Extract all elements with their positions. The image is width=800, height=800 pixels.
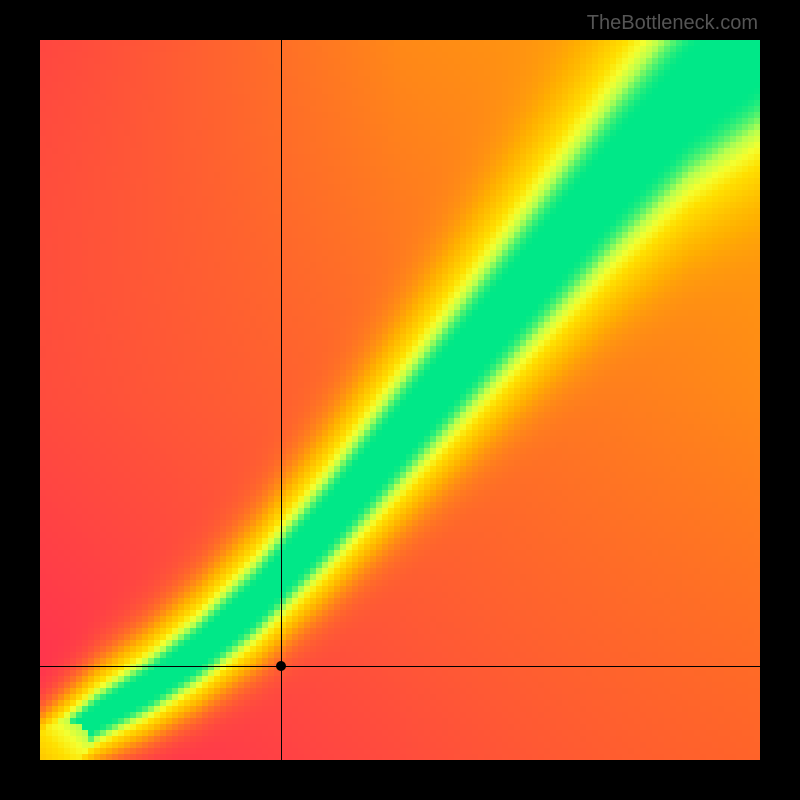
bottleneck-heatmap — [40, 40, 760, 760]
crosshair-horizontal — [40, 666, 760, 667]
crosshair-vertical — [281, 40, 282, 760]
marker-dot — [276, 661, 286, 671]
chart-container: TheBottleneck.com — [0, 0, 800, 800]
watermark-text: TheBottleneck.com — [587, 12, 758, 35]
